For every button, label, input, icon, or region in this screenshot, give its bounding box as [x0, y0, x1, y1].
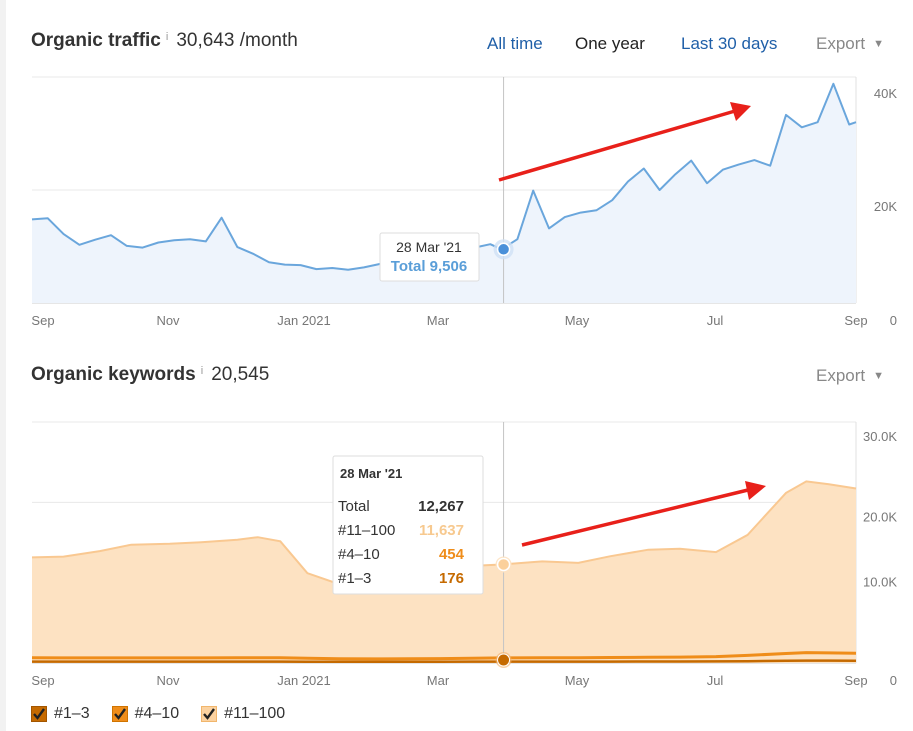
hover-point-1-3: [497, 653, 511, 667]
tooltip-row-label: #1–3: [338, 570, 371, 587]
keywords-legend: #1–3 #4–10 #11–100: [31, 703, 307, 725]
traffic-header: Organic traffic i 30,643 /month: [31, 30, 298, 60]
tooltip-row-value: 176: [439, 570, 464, 587]
tab-one-year[interactable]: One year: [575, 34, 645, 53]
trend-arrow-head: [745, 481, 766, 500]
legend-label: #1–3: [54, 705, 90, 722]
caret-down-icon: ▼: [873, 370, 885, 382]
info-icon[interactable]: i: [200, 365, 204, 377]
tooltip-date: 28 Mar '21: [396, 239, 462, 255]
legend-item-4-10[interactable]: #4–10: [111, 705, 180, 723]
traffic-chart: 40K 20K 0 Sep Nov Jan 2021 Mar May Jul Sep 28 Mar …: [31, 76, 897, 328]
tooltip-total: Total 9,506: [391, 258, 467, 275]
legend-label: #4–10: [134, 705, 180, 722]
x-tick-label: May: [565, 313, 590, 328]
kw-line-1-3: [32, 659, 857, 664]
keywords-title: Organic keywords: [31, 364, 196, 385]
hover-point-11-100: [496, 557, 511, 572]
trend-arrow-shaft: [498, 109, 736, 182]
tooltip-row-label: Total: [338, 498, 370, 515]
x-tick-label: Jul: [707, 673, 724, 688]
x-tick-label: Jul: [707, 313, 724, 328]
keywords-tooltip: [332, 455, 484, 595]
tooltip-row-value: 12,267: [418, 498, 464, 515]
tab-last-30-days[interactable]: Last 30 days: [681, 34, 778, 53]
traffic-value: 30,643 /month: [176, 30, 298, 51]
info-icon[interactable]: i: [165, 31, 169, 43]
tooltip-date: 28 Mar '21: [340, 466, 402, 481]
checkbox[interactable]: [31, 706, 47, 722]
check-icon: [203, 708, 216, 720]
check-icon: [33, 708, 45, 720]
y-tick-label: 30.0K: [863, 429, 897, 444]
traffic-title: Organic traffic: [31, 30, 161, 51]
time-range-tabs: All time One year Last 30 days Export ▼: [0, 34, 913, 58]
y-tick-label: 20.0K: [863, 509, 897, 524]
keywords-header: Organic keywords i 20,545: [31, 364, 269, 394]
checkbox[interactable]: [111, 706, 128, 722]
x-tick-label: Jan 2021: [277, 313, 331, 328]
caret-down-icon: ▼: [873, 38, 885, 50]
x-tick-label: Sep: [844, 673, 867, 688]
trend-arrow-shaft: [521, 488, 749, 547]
kw-line-4-10: [31, 651, 857, 661]
y-tick-label: 0: [890, 313, 897, 328]
x-tick-label: May: [565, 673, 590, 688]
x-tick-label: Mar: [427, 313, 450, 328]
x-tick-label: Sep: [31, 313, 54, 328]
legend-item-11-100[interactable]: #11–100: [201, 705, 285, 723]
check-icon: [113, 708, 126, 720]
x-tick-label: Sep: [31, 673, 54, 688]
export-label: Export: [816, 366, 866, 385]
tooltip-row-label: #11–100: [338, 522, 395, 539]
tab-all-time[interactable]: All time: [487, 34, 543, 53]
tooltip-row-value: 11,637: [419, 522, 464, 539]
legend-item-1-3[interactable]: #1–3: [31, 705, 90, 723]
y-tick-label: 20K: [874, 199, 897, 214]
x-tick-label: Nov: [156, 673, 180, 688]
x-tick-label: Mar: [427, 673, 450, 688]
export-label: Export: [816, 34, 866, 53]
tooltip-row-value: 454: [439, 546, 465, 563]
keywords-value: 20,545: [211, 364, 270, 385]
x-tick-label: Jan 2021: [277, 673, 331, 688]
keywords-chart: 30.0K 20.0K 10.0K 0 Sep Nov Jan 2021 Mar May Jul S…: [31, 421, 897, 688]
x-tick-label: Sep: [844, 313, 867, 328]
traffic-tooltip: [379, 232, 480, 282]
x-tick-label: Nov: [156, 313, 180, 328]
left-edge-rule: [0, 0, 6, 731]
checkbox[interactable]: [201, 706, 218, 722]
tooltip-row-label: #4–10: [338, 546, 380, 563]
legend-label: #11–100: [224, 705, 286, 722]
trend-arrow-head: [730, 102, 751, 121]
keywords-export-button[interactable]: Export ▼: [816, 366, 884, 386]
y-tick-label: 40K: [874, 86, 897, 101]
traffic-export-button[interactable]: Export ▼: [816, 34, 884, 54]
y-tick-label: 0: [890, 673, 897, 688]
hover-point: [496, 242, 511, 257]
y-tick-label: 10.0K: [863, 575, 897, 590]
